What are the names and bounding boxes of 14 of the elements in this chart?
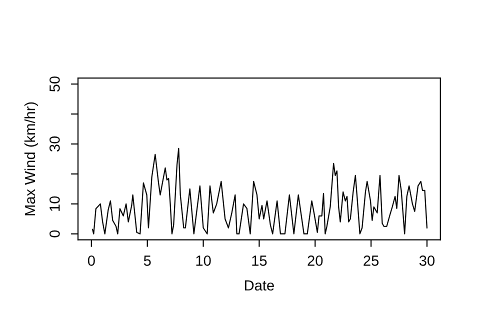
y-axis-title: Max Wind (km/hr) <box>24 102 38 216</box>
x-tick-label: 15 <box>252 256 267 266</box>
x-axis-title: Date <box>244 280 274 291</box>
x-tick-label: 20 <box>308 256 323 266</box>
x-tick-label: 30 <box>419 256 435 266</box>
x-tick-label: 0 <box>88 256 95 266</box>
y-tick-label: 30 <box>50 136 60 152</box>
x-tick-label: 25 <box>364 256 379 266</box>
line-series <box>92 148 428 234</box>
x-tick-label: 5 <box>144 256 151 266</box>
x-tick-label: 10 <box>196 256 211 266</box>
y-tick-label: 50 <box>50 76 60 92</box>
y-tick-label: 0 <box>50 230 60 238</box>
y-tick-label: 10 <box>50 196 60 211</box>
